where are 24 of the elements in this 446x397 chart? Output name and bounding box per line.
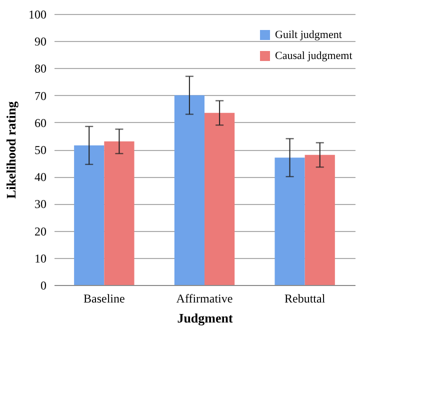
y-tick-label: 50 xyxy=(34,143,46,157)
y-axis-title: Likelihood rating xyxy=(4,100,18,199)
bar xyxy=(204,112,235,285)
y-tick-label: 90 xyxy=(34,34,46,49)
y-tick-label: 40 xyxy=(34,170,46,184)
x-tick-label: Affirmative xyxy=(176,292,233,306)
y-tick-label: 30 xyxy=(34,197,46,212)
y-tick-label: 10 xyxy=(34,251,46,266)
x-tick-label: Baseline xyxy=(84,292,125,306)
y-tick-label: 70 xyxy=(34,88,46,103)
bar xyxy=(274,158,305,285)
y-tick-label: 0 xyxy=(40,278,46,292)
legend-label: Guilt judgment xyxy=(275,29,342,41)
y-tick-label: 100 xyxy=(28,8,46,22)
legend-label: Causal judgmemt xyxy=(275,50,352,62)
bar xyxy=(74,145,104,285)
y-tick-label: 60 xyxy=(34,116,46,130)
x-tick-label: Rebuttal xyxy=(284,292,326,306)
bar xyxy=(174,95,204,285)
x-axis-title: Judgment xyxy=(177,310,234,326)
y-tick-label: 80 xyxy=(34,62,46,76)
bar xyxy=(104,141,134,285)
bar xyxy=(304,154,335,285)
y-tick-label: 20 xyxy=(34,224,46,238)
